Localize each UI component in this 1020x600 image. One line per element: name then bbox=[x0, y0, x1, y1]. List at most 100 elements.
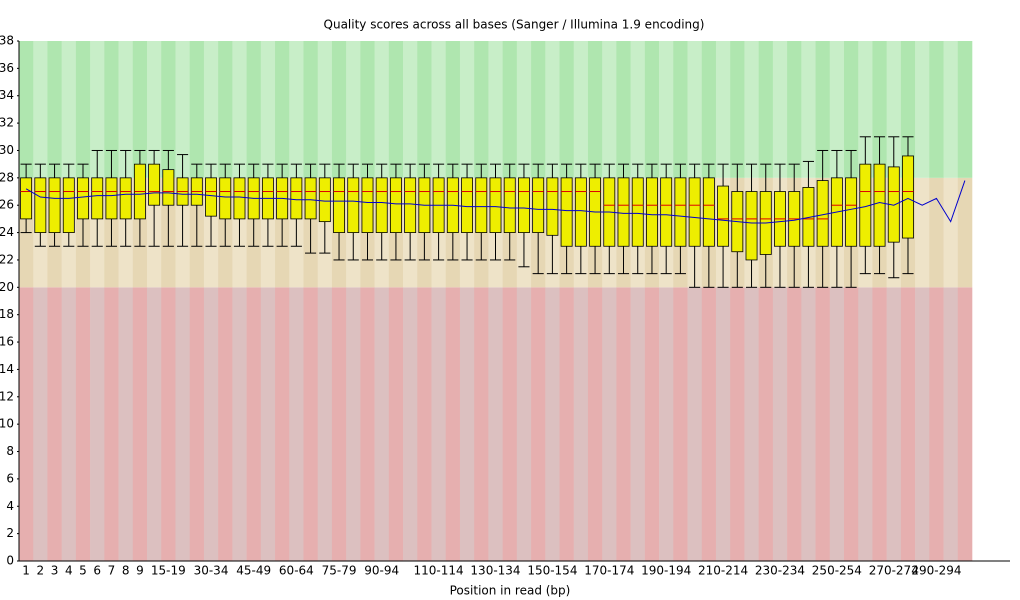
x-tick-label: 230-234 bbox=[755, 564, 805, 578]
quality-band bbox=[730, 287, 745, 561]
y-tick-label: 38 bbox=[0, 34, 14, 48]
box bbox=[660, 177, 673, 247]
quality-band bbox=[602, 41, 617, 178]
quality-band bbox=[346, 41, 361, 178]
quality-band bbox=[644, 287, 660, 561]
x-tick-label: 170-174 bbox=[584, 564, 634, 578]
quality-band bbox=[388, 287, 404, 561]
quality-band bbox=[431, 41, 447, 178]
quality-band bbox=[488, 287, 503, 561]
x-tick-label: 15-19 bbox=[151, 564, 186, 578]
box bbox=[389, 177, 402, 233]
x-axis-title: Position in read (bp) bbox=[450, 584, 571, 598]
box bbox=[688, 177, 701, 247]
mean-line bbox=[25, 180, 966, 224]
quality-band bbox=[587, 287, 603, 561]
quality-band bbox=[886, 287, 902, 561]
quality-band bbox=[90, 41, 105, 178]
quality-band bbox=[701, 287, 717, 561]
box bbox=[91, 177, 104, 220]
quality-band bbox=[246, 41, 262, 178]
quality-band bbox=[659, 287, 674, 561]
quality-band bbox=[218, 287, 233, 561]
x-tick-label: 7 bbox=[108, 564, 116, 578]
quality-band bbox=[132, 41, 148, 178]
y-tick-label: 8 bbox=[6, 444, 14, 458]
quality-band bbox=[772, 287, 788, 561]
quality-band bbox=[929, 41, 944, 178]
quality-band bbox=[445, 41, 461, 178]
quality-band bbox=[104, 287, 119, 561]
y-tick-label: 0 bbox=[6, 554, 14, 568]
box bbox=[674, 177, 687, 247]
box bbox=[148, 163, 161, 206]
quality-band bbox=[360, 41, 375, 178]
x-tick-label: 75-79 bbox=[322, 564, 357, 578]
box bbox=[20, 177, 33, 220]
box bbox=[745, 191, 758, 261]
quality-band bbox=[516, 41, 532, 178]
box bbox=[162, 169, 175, 206]
quality-band bbox=[189, 41, 205, 178]
quality-band bbox=[545, 41, 560, 178]
box bbox=[105, 177, 118, 220]
box bbox=[902, 155, 914, 239]
box bbox=[845, 177, 858, 247]
y-tick-label: 26 bbox=[0, 198, 14, 212]
box bbox=[631, 177, 644, 247]
box bbox=[77, 177, 89, 220]
y-tick-label: 34 bbox=[0, 88, 14, 102]
y-tick-label: 4 bbox=[6, 499, 14, 513]
quality-band bbox=[744, 287, 759, 561]
quality-band bbox=[218, 41, 233, 178]
quality-band bbox=[559, 41, 575, 178]
quality-band bbox=[587, 41, 603, 178]
quality-band bbox=[787, 287, 802, 561]
quality-band bbox=[246, 287, 262, 561]
y-tick-label: 20 bbox=[0, 280, 14, 294]
quality-band bbox=[659, 41, 674, 178]
quality-band bbox=[872, 41, 887, 178]
box bbox=[560, 177, 573, 247]
quality-band bbox=[118, 41, 134, 178]
quality-band bbox=[417, 287, 432, 561]
x-tick-label: 270-274 bbox=[869, 564, 919, 578]
quality-band bbox=[673, 41, 688, 178]
box bbox=[532, 177, 545, 233]
quality-band bbox=[346, 287, 361, 561]
quality-band bbox=[531, 287, 546, 561]
y-tick-label: 12 bbox=[0, 389, 14, 403]
y-tick-label: 18 bbox=[0, 307, 14, 321]
quality-band bbox=[929, 177, 944, 288]
box bbox=[617, 177, 630, 247]
quality-band bbox=[957, 177, 973, 288]
quality-band bbox=[829, 41, 845, 178]
y-tick-label: 32 bbox=[0, 116, 14, 130]
quality-band bbox=[516, 287, 532, 561]
quality-band bbox=[431, 287, 447, 561]
quality-band bbox=[858, 287, 873, 561]
quality-band bbox=[289, 41, 304, 178]
box bbox=[219, 177, 232, 220]
quality-band bbox=[147, 41, 162, 178]
quality-band bbox=[502, 41, 518, 178]
x-tick-label: 9 bbox=[136, 564, 144, 578]
box bbox=[646, 177, 658, 247]
box bbox=[62, 177, 75, 233]
x-tick-label: 2 bbox=[37, 564, 45, 578]
y-tick-label: 28 bbox=[0, 170, 14, 184]
quality-band bbox=[19, 41, 34, 178]
y-tick-label: 24 bbox=[0, 225, 14, 239]
quality-band bbox=[843, 287, 859, 561]
box bbox=[489, 177, 502, 233]
box bbox=[205, 177, 217, 217]
quality-band bbox=[900, 287, 916, 561]
quality-band bbox=[829, 287, 845, 561]
quality-band bbox=[602, 287, 617, 561]
quality-band bbox=[488, 41, 503, 178]
quality-band bbox=[175, 287, 190, 561]
box bbox=[518, 177, 530, 233]
quality-band bbox=[360, 287, 375, 561]
quality-band bbox=[317, 287, 333, 561]
